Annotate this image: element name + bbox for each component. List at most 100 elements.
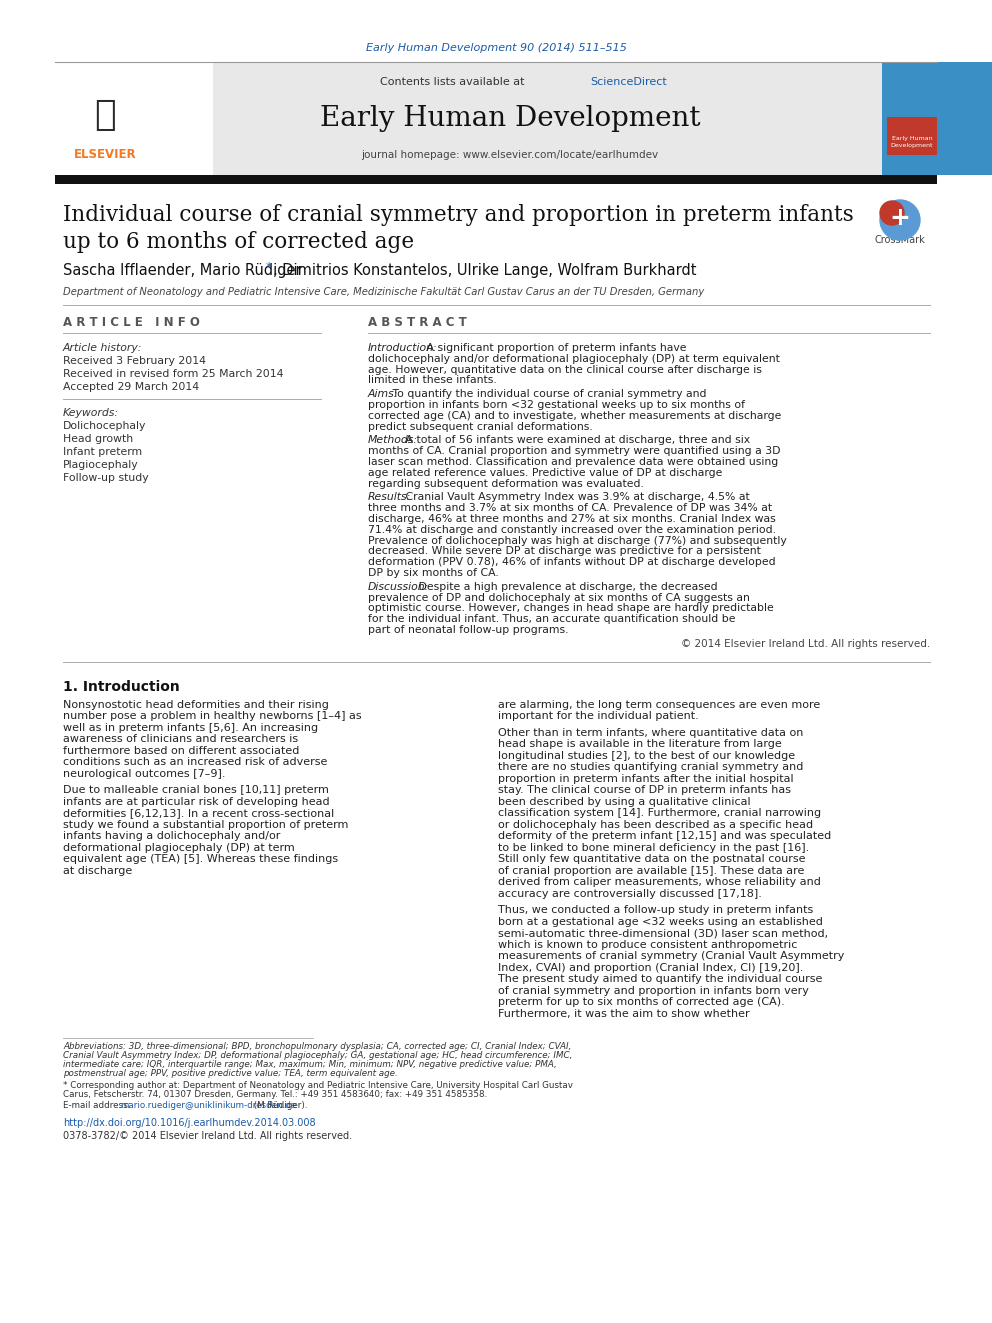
FancyBboxPatch shape <box>55 175 937 184</box>
Text: 🌿: 🌿 <box>94 98 116 132</box>
Text: Still only few quantitative data on the postnatal course: Still only few quantitative data on the … <box>498 855 806 864</box>
Text: head shape is available in the literature from large: head shape is available in the literatur… <box>498 740 782 749</box>
Text: of cranial symmetry and proportion in infants born very: of cranial symmetry and proportion in in… <box>498 986 808 996</box>
Text: optimistic course. However, changes in head shape are hardly predictable: optimistic course. However, changes in h… <box>368 603 774 614</box>
Text: regarding subsequent deformation was evaluated.: regarding subsequent deformation was eva… <box>368 479 644 488</box>
Text: Plagiocephaly: Plagiocephaly <box>63 460 139 470</box>
Text: age. However, quantitative data on the clinical course after discharge is: age. However, quantitative data on the c… <box>368 365 762 374</box>
Text: classification system [14]. Furthermore, cranial narrowing: classification system [14]. Furthermore,… <box>498 808 821 819</box>
Text: Despite a high prevalence at discharge, the decreased: Despite a high prevalence at discharge, … <box>415 582 717 591</box>
Text: Received 3 February 2014: Received 3 February 2014 <box>63 356 206 366</box>
Text: preterm for up to six months of corrected age (CA).: preterm for up to six months of correcte… <box>498 998 785 1007</box>
Text: deformational plagiocephaly (DP) at term: deformational plagiocephaly (DP) at term <box>63 843 295 853</box>
Text: accuracy are controversially discussed [17,18].: accuracy are controversially discussed [… <box>498 889 762 898</box>
Text: deformation (PPV 0.78), 46% of infants without DP at discharge developed: deformation (PPV 0.78), 46% of infants w… <box>368 557 776 568</box>
Text: A significant proportion of preterm infants have: A significant proportion of preterm infa… <box>424 343 686 353</box>
Text: neurological outcomes [7–9].: neurological outcomes [7–9]. <box>63 769 225 779</box>
Text: Follow-up study: Follow-up study <box>63 474 149 483</box>
Text: prevalence of DP and dolichocephaly at six months of CA suggests an: prevalence of DP and dolichocephaly at s… <box>368 593 750 602</box>
Text: Index, CVAI) and proportion (Cranial Index, CI) [19,20].: Index, CVAI) and proportion (Cranial Ind… <box>498 963 804 972</box>
Text: equivalent age (TEA) [5]. Whereas these findings: equivalent age (TEA) [5]. Whereas these … <box>63 855 338 864</box>
Text: discharge, 46% at three months and 27% at six months. Cranial Index was: discharge, 46% at three months and 27% a… <box>368 515 776 524</box>
Text: Furthermore, it was the aim to show whether: Furthermore, it was the aim to show whet… <box>498 1009 750 1019</box>
Text: stay. The clinical course of DP in preterm infants has: stay. The clinical course of DP in prete… <box>498 786 791 795</box>
Text: well as in preterm infants [5,6]. An increasing: well as in preterm infants [5,6]. An inc… <box>63 722 318 733</box>
Text: Keywords:: Keywords: <box>63 407 119 418</box>
Text: The present study aimed to quantify the individual course: The present study aimed to quantify the … <box>498 974 822 984</box>
Circle shape <box>880 200 920 239</box>
Text: or dolichocephaly has been described as a specific head: or dolichocephaly has been described as … <box>498 820 813 830</box>
Text: * Corresponding author at: Department of Neonatology and Pediatric Intensive Car: * Corresponding author at: Department of… <box>63 1081 572 1090</box>
Text: Introduction:: Introduction: <box>368 343 437 353</box>
Text: Due to malleable cranial bones [10,11] preterm: Due to malleable cranial bones [10,11] p… <box>63 786 329 795</box>
Text: 1. Introduction: 1. Introduction <box>63 680 180 693</box>
Text: at discharge: at discharge <box>63 865 132 876</box>
Text: Cranial Vault Asymmetry Index; DP, deformational plagiocephaly; GA, gestational : Cranial Vault Asymmetry Index; DP, defor… <box>63 1050 572 1060</box>
Text: Cranial Vault Asymmetry Index was 3.9% at discharge, 4.5% at: Cranial Vault Asymmetry Index was 3.9% a… <box>402 492 750 503</box>
Text: study we found a substantial proportion of preterm: study we found a substantial proportion … <box>63 820 348 830</box>
Text: mario.ruediger@uniklinikum-dresden.de: mario.ruediger@uniklinikum-dresden.de <box>120 1101 296 1110</box>
Text: important for the individual patient.: important for the individual patient. <box>498 712 698 721</box>
Text: proportion in infants born <32 gestational weeks up to six months of: proportion in infants born <32 gestation… <box>368 400 745 410</box>
Text: DP by six months of CA.: DP by six months of CA. <box>368 568 499 578</box>
Text: up to 6 months of corrected age: up to 6 months of corrected age <box>63 232 414 253</box>
FancyBboxPatch shape <box>55 62 213 175</box>
Text: Infant preterm: Infant preterm <box>63 447 142 456</box>
Text: deformities [6,12,13]. In a recent cross-sectional: deformities [6,12,13]. In a recent cross… <box>63 808 334 819</box>
Circle shape <box>880 201 904 225</box>
Text: CrossMark: CrossMark <box>875 235 926 245</box>
Text: Sascha Ifflaender, Mario Rüdiger: Sascha Ifflaender, Mario Rüdiger <box>63 262 307 278</box>
Text: postmenstrual age; PPV, positive predictive value; TEA, term equivalent age.: postmenstrual age; PPV, positive predict… <box>63 1069 398 1078</box>
Text: conditions such as an increased risk of adverse: conditions such as an increased risk of … <box>63 757 327 767</box>
Text: 0378-3782/© 2014 Elsevier Ireland Ltd. All rights reserved.: 0378-3782/© 2014 Elsevier Ireland Ltd. A… <box>63 1131 352 1142</box>
Text: ELSEVIER: ELSEVIER <box>73 148 136 161</box>
Text: born at a gestational age <32 weeks using an established: born at a gestational age <32 weeks usin… <box>498 917 823 927</box>
Text: to be linked to bone mineral deficiency in the past [16].: to be linked to bone mineral deficiency … <box>498 843 809 853</box>
Text: Dolichocephaly: Dolichocephaly <box>63 421 147 431</box>
Text: Discussion:: Discussion: <box>368 582 430 591</box>
Text: Department of Neonatology and Pediatric Intensive Care, Medizinische Fakultät Ca: Department of Neonatology and Pediatric … <box>63 287 704 296</box>
Text: © 2014 Elsevier Ireland Ltd. All rights reserved.: © 2014 Elsevier Ireland Ltd. All rights … <box>681 639 930 648</box>
FancyBboxPatch shape <box>882 62 992 175</box>
Text: dolichocephaly and/or deformational plagiocephaly (DP) at term equivalent: dolichocephaly and/or deformational plag… <box>368 353 780 364</box>
Text: intermediate care; IQR, interquartile range; Max, maximum; Min, minimum; NPV, ne: intermediate care; IQR, interquartile ra… <box>63 1060 557 1069</box>
Text: Individual course of cranial symmetry and proportion in preterm infants: Individual course of cranial symmetry an… <box>63 204 854 226</box>
Text: 71.4% at discharge and constantly increased over the examination period.: 71.4% at discharge and constantly increa… <box>368 525 776 534</box>
Text: Nonsynostotic head deformities and their rising: Nonsynostotic head deformities and their… <box>63 700 329 710</box>
Text: Accepted 29 March 2014: Accepted 29 March 2014 <box>63 382 199 392</box>
Text: Early Human Development: Early Human Development <box>319 105 700 131</box>
Text: three months and 3.7% at six months of CA. Prevalence of DP was 34% at: three months and 3.7% at six months of C… <box>368 503 772 513</box>
Text: Early Human
Development: Early Human Development <box>891 136 933 148</box>
Text: http://dx.doi.org/10.1016/j.earlhumdev.2014.03.008: http://dx.doi.org/10.1016/j.earlhumdev.2… <box>63 1118 315 1129</box>
Text: Early Human Development 90 (2014) 511–515: Early Human Development 90 (2014) 511–51… <box>366 44 626 53</box>
FancyBboxPatch shape <box>887 116 937 155</box>
Text: furthermore based on different associated: furthermore based on different associate… <box>63 746 300 755</box>
Text: Carus, Fetscherstr. 74, 01307 Dresden, Germany. Tel.: +49 351 4583640; fax: +49 : Carus, Fetscherstr. 74, 01307 Dresden, G… <box>63 1090 487 1099</box>
Text: A B S T R A C T: A B S T R A C T <box>368 316 467 329</box>
Text: deformity of the preterm infant [12,15] and was speculated: deformity of the preterm infant [12,15] … <box>498 831 831 841</box>
Text: limited in these infants.: limited in these infants. <box>368 376 497 385</box>
Text: (M Rüdiger).: (M Rüdiger). <box>251 1101 308 1110</box>
Text: of cranial proportion are available [15]. These data are: of cranial proportion are available [15]… <box>498 865 805 876</box>
Text: decreased. While severe DP at discharge was predictive for a persistent: decreased. While severe DP at discharge … <box>368 546 761 557</box>
Text: are alarming, the long term consequences are even more: are alarming, the long term consequences… <box>498 700 820 710</box>
Text: , Dimitrios Konstantelos, Ulrike Lange, Wolfram Burkhardt: , Dimitrios Konstantelos, Ulrike Lange, … <box>273 262 696 278</box>
Text: To quantify the individual course of cranial symmetry and: To quantify the individual course of cra… <box>389 389 706 400</box>
Text: Abbreviations: 3D, three-dimensional; BPD, bronchopulmonary dysplasia; CA, corre: Abbreviations: 3D, three-dimensional; BP… <box>63 1041 571 1050</box>
Text: infants having a dolichocephaly and/or: infants having a dolichocephaly and/or <box>63 831 281 841</box>
Text: Head growth: Head growth <box>63 434 133 445</box>
Text: which is known to produce consistent anthropometric: which is known to produce consistent ant… <box>498 939 798 950</box>
FancyBboxPatch shape <box>55 62 937 175</box>
Text: A R T I C L E   I N F O: A R T I C L E I N F O <box>63 316 199 329</box>
Text: ScienceDirect: ScienceDirect <box>590 77 667 87</box>
Text: E-mail address:: E-mail address: <box>63 1101 133 1110</box>
Text: corrected age (CA) and to investigate, whether measurements at discharge: corrected age (CA) and to investigate, w… <box>368 411 782 421</box>
Text: A total of 56 infants were examined at discharge, three and six: A total of 56 infants were examined at d… <box>402 435 750 446</box>
Text: proportion in preterm infants after the initial hospital: proportion in preterm infants after the … <box>498 774 794 783</box>
Text: for the individual infant. Thus, an accurate quantification should be: for the individual infant. Thus, an accu… <box>368 614 735 624</box>
Text: +: + <box>890 206 911 230</box>
Text: Methods:: Methods: <box>368 435 418 446</box>
Text: measurements of cranial symmetry (Cranial Vault Asymmetry: measurements of cranial symmetry (Crania… <box>498 951 844 962</box>
Text: Aims:: Aims: <box>368 389 399 400</box>
Text: *: * <box>266 262 272 274</box>
